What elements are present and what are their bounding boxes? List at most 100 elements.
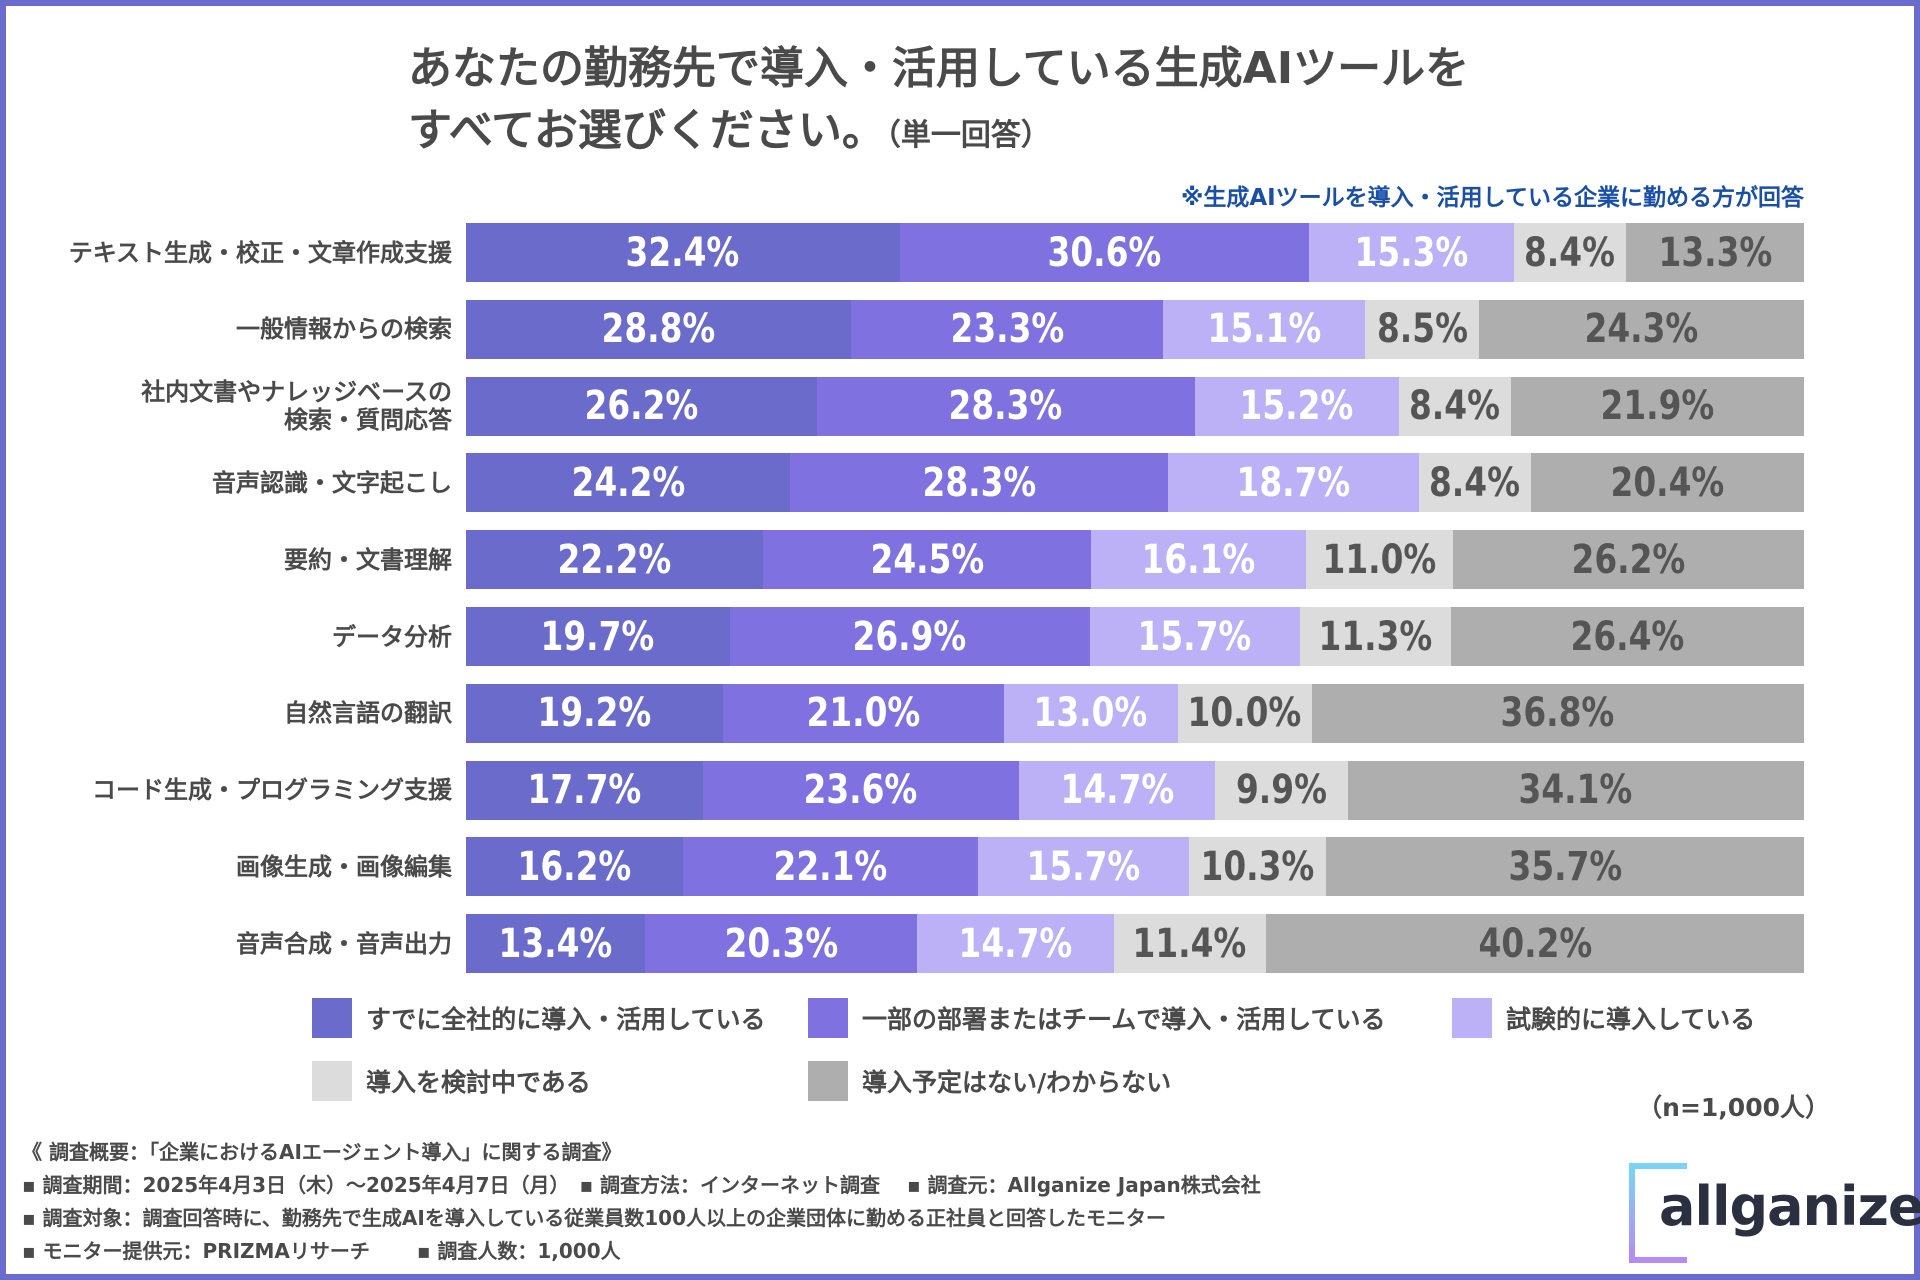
bar-segment: 9.9% (1215, 760, 1348, 820)
data-label: 14.7% (1060, 767, 1174, 814)
legend-item: 一部の部署またはチームで導入・活用している (808, 998, 1386, 1038)
stacked-bar: 16.2% 22.1% 15.7% 10.3% 35.7% (466, 837, 1804, 897)
stacked-bar: 32.4% 30.6% 15.3% 8.4% 13.3% (466, 223, 1804, 282)
data-label: 26.2% (1571, 536, 1686, 583)
bar-segment: 23.3% (851, 299, 1164, 359)
bar-segment: 20.4% (1531, 453, 1804, 513)
bar-segment: 8.4% (1398, 376, 1511, 436)
legend-label: すでに全社的に導入・活用している (366, 1005, 766, 1034)
bar-segment: 18.7% (1168, 453, 1419, 513)
bar-segment: 10.3% (1188, 837, 1327, 897)
bar-segment: 14.7% (916, 914, 1114, 974)
data-label: 32.4% (625, 229, 740, 276)
category-label: 音声認識・文字起こし (212, 468, 452, 497)
legend-label: 一部の部署またはチームで導入・活用している (862, 1005, 1386, 1034)
bar-segment: 26.9% (729, 607, 1090, 666)
data-label: 13.4% (498, 920, 613, 967)
bar-segment: 40.2% (1266, 914, 1804, 974)
stacked-bar: 24.2% 28.3% 18.7% 8.4% 20.4% (466, 453, 1804, 513)
stacked-bar: 22.2% 24.5% 16.1% 11.0% 26.2% (466, 530, 1804, 590)
bar-row: コード生成・プログラミング支援 17.7% 23.6% 14.7% 9.9% 34.1% (0, 760, 1920, 820)
data-label: 16.2% (517, 843, 632, 890)
data-label: 24.2% (570, 459, 685, 506)
data-label: 20.3% (724, 920, 838, 967)
data-label: 28.3% (922, 459, 1036, 506)
bar-row: 自然言語の翻訳 19.2% 21.0% 13.0% 10.0% 36.8% (0, 683, 1920, 743)
category-label: 要約・文書理解 (284, 545, 452, 574)
bar-segment: 19.2% (466, 683, 723, 743)
bar-segment: 10.0% (1177, 683, 1312, 743)
bar-segment: 14.7% (1018, 760, 1216, 820)
data-label: 24.3% (1584, 306, 1699, 353)
legend-swatch (312, 1061, 352, 1101)
data-label: 15.2% (1239, 383, 1354, 430)
bar-segment: 26.4% (1450, 607, 1804, 666)
bar-segment: 23.6% (702, 760, 1019, 820)
data-label: 15.7% (1137, 613, 1252, 660)
bar-segment: 8.5% (1365, 299, 1479, 359)
bar-segment: 28.8% (466, 299, 852, 359)
bar-row: 音声認識・文字起こし 24.2% 28.3% 18.7% 8.4% 20.4% (0, 453, 1920, 513)
bar-segment: 19.7% (466, 607, 730, 666)
title-line2: すべてお選びください。 (408, 105, 886, 156)
data-label: 28.8% (601, 306, 716, 353)
bar-segment: 13.0% (1003, 683, 1178, 743)
bar-segment: 32.4% (466, 223, 900, 282)
data-label: 8.5% (1376, 306, 1468, 353)
category-label: 音声合成・音声出力 (236, 929, 452, 958)
bar-segment: 26.2% (1453, 530, 1804, 590)
data-label: 19.7% (540, 613, 655, 660)
bar-segment: 26.2% (466, 376, 817, 436)
bar-row: データ分析 19.7% 26.9% 15.7% 11.3% 26.4% (0, 607, 1920, 666)
sample-size: （n=1,000人） (1637, 1093, 1830, 1122)
data-label: 23.3% (950, 306, 1065, 353)
footer-line: ▪ 調査期間：2025年4月3日（木）～2025年4月7日（月） ▪ 調査方法：… (22, 1173, 1261, 1197)
bar-segment: 21.9% (1510, 376, 1804, 436)
bar-segment: 16.1% (1090, 530, 1307, 590)
data-label: 11.4% (1132, 920, 1247, 967)
data-label: 21.0% (806, 690, 921, 737)
footer-line: ▪ モニター提供元：PRIZMAリサーチ ▪ 調査人数：1,000人 (22, 1239, 621, 1263)
data-label: 10.0% (1187, 690, 1302, 737)
data-label: 11.3% (1318, 613, 1433, 660)
data-label: 26.4% (1570, 613, 1685, 660)
title-suffix: （単一回答） (885, 118, 1051, 153)
bar-segment: 11.0% (1306, 530, 1454, 590)
bar-segment: 13.3% (1626, 223, 1804, 282)
data-label: 22.1% (773, 843, 888, 890)
bar-segment: 21.0% (722, 683, 1004, 743)
data-label: 30.6% (1047, 229, 1162, 276)
data-label: 8.4% (1429, 459, 1521, 506)
legend-swatch (312, 998, 352, 1038)
data-label: 15.1% (1207, 306, 1322, 353)
footer-line: 《 調査概要：「企業におけるAIエージェント導入」に関する調査》 (22, 1140, 622, 1164)
data-label: 35.7% (1508, 843, 1623, 890)
category-label: 社内文書やナレッジベースの 検索・質問応答 (141, 378, 452, 435)
data-label: 16.1% (1141, 536, 1256, 583)
stacked-bar: 13.4% 20.3% 14.7% 11.4% 40.2% (466, 914, 1804, 974)
bar-segment: 22.1% (682, 837, 979, 897)
bar-segment: 11.3% (1299, 607, 1451, 666)
category-label: コード生成・プログラミング支援 (92, 776, 452, 805)
stacked-bar: 28.8% 23.3% 15.1% 8.5% 24.3% (466, 299, 1804, 359)
bar-segment: 24.2% (466, 453, 790, 513)
bar-segment: 15.7% (1089, 607, 1300, 666)
category-label: 画像生成・画像編集 (236, 852, 452, 881)
data-label: 26.9% (852, 613, 967, 660)
bar-segment: 24.3% (1478, 299, 1804, 359)
legend-item: すでに全社的に導入・活用している (312, 998, 766, 1038)
bar-row: 音声合成・音声出力 13.4% 20.3% 14.7% 11.4% 40.2% (0, 914, 1920, 974)
data-label: 21.9% (1600, 383, 1715, 430)
data-label: 8.4% (1524, 229, 1616, 276)
data-label: 40.2% (1478, 920, 1592, 967)
bar-segment: 13.4% (466, 914, 646, 974)
category-label: テキスト生成・校正・文章作成支援 (68, 238, 452, 267)
chart-title: あなたの勤務先で導入・活用している生成AIツールを すべてお選びください。（単一… (408, 38, 1469, 167)
bar-row: 画像生成・画像編集 16.2% 22.1% 15.7% 10.3% 35.7% (0, 837, 1920, 897)
category-label: 自然言語の翻訳 (284, 699, 452, 728)
bar-segment: 15.7% (978, 837, 1189, 897)
data-label: 11.0% (1322, 536, 1437, 583)
data-label: 15.3% (1354, 229, 1469, 276)
bar-segment: 24.5% (763, 530, 1091, 590)
data-label: 14.7% (958, 920, 1073, 967)
